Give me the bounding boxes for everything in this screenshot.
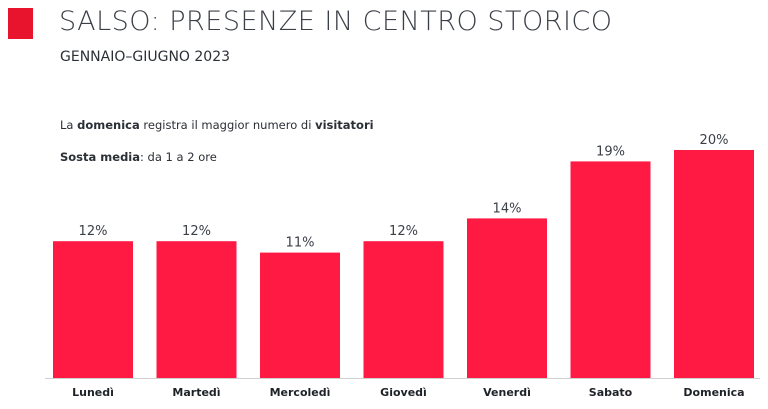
- note-highlight-domenica: domenica: [77, 118, 140, 132]
- value-label: 11%: [286, 236, 315, 251]
- value-label: 12%: [182, 224, 211, 239]
- note-busiest-day: La domenica registra il maggior numero d…: [60, 118, 374, 132]
- bar-martedì: [156, 241, 237, 378]
- category-label: Sabato: [589, 386, 633, 399]
- category-label: Mercoledì: [270, 386, 331, 399]
- note-highlight-visitatori: visitatori: [315, 118, 374, 132]
- value-label: 14%: [493, 201, 522, 216]
- bar-sabato: [570, 161, 651, 378]
- page-subtitle: GENNAIO–GIUGNO 2023: [60, 49, 231, 65]
- value-label: 19%: [596, 144, 625, 159]
- bar-mercoledì: [260, 252, 340, 378]
- note-text: registra il maggior numero di: [139, 118, 316, 132]
- category-label: Giovedì: [380, 386, 427, 399]
- bar-domenica: [674, 150, 754, 378]
- category-label: Martedì: [172, 386, 220, 399]
- category-label: Lunedì: [72, 386, 114, 399]
- note-highlight-sosta-media: Sosta media: [60, 150, 141, 164]
- category-label: Domenica: [683, 386, 744, 399]
- bar-venerdì: [467, 218, 547, 378]
- category-label: Venerdì: [483, 386, 531, 399]
- note-average-stay: Sosta media: da 1 a 2 ore: [60, 150, 217, 164]
- value-label: 12%: [389, 224, 418, 239]
- page-title: SALSO: PRESENZE IN CENTRO STORICO: [59, 6, 613, 37]
- value-label: 12%: [79, 224, 108, 239]
- bar-lunedì: [53, 241, 133, 378]
- note-text: La: [60, 118, 78, 132]
- accent-square: [8, 8, 33, 39]
- bar-giovedì: [363, 241, 444, 378]
- note-text: : da 1 a 2 ore: [140, 150, 217, 164]
- value-label: 20%: [700, 133, 729, 148]
